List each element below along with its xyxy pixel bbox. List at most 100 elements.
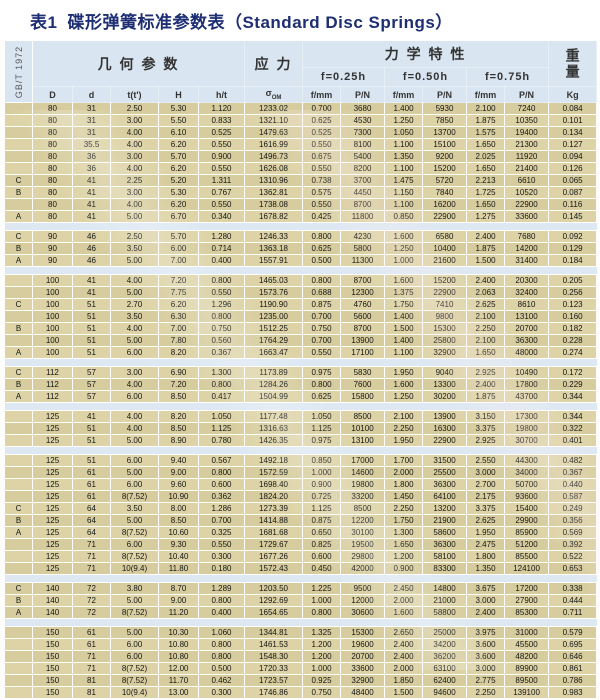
value-cell: 71: [72, 538, 111, 551]
value-cell: 2.550: [466, 454, 506, 467]
value-cell: 2.175: [466, 490, 506, 503]
standard-label: GB/T 1972: [13, 45, 24, 98]
value-cell: 5830: [340, 366, 386, 379]
table-row: C 90 46 2.50 5.70 1.280 1246.33 0.800 4230 1.600 6…: [4, 230, 598, 243]
value-cell: 9040: [422, 366, 468, 379]
value-cell: 7.20: [158, 378, 199, 391]
value-cell: 1173.89: [244, 366, 304, 379]
table-row: 80 36 3.00 5.70 0.900 1496.73 0.675 5400 1.350 92…: [4, 150, 598, 163]
header-stress: 应 力: [244, 40, 304, 87]
value-cell: 8.50: [158, 390, 199, 403]
value-cell: 33200: [340, 490, 386, 503]
value-cell: 12.00: [158, 662, 199, 675]
page-title: 碟形弹簧标准参数表: [67, 12, 225, 32]
value-cell: 36300: [504, 334, 550, 347]
series-cell: [4, 650, 33, 663]
value-cell: 64: [72, 526, 111, 539]
value-cell: 19400: [504, 126, 550, 139]
value-cell: 9.00: [158, 594, 199, 607]
value-cell: 9200: [422, 150, 468, 163]
value-cell: 1.500: [384, 322, 424, 335]
value-cell: 1557.91: [244, 254, 304, 267]
value-cell: 2.400: [466, 606, 506, 619]
value-cell: 3.375: [466, 422, 506, 435]
value-cell: 125: [32, 550, 73, 563]
value-cell: 100: [32, 298, 73, 311]
value-cell: 0.861: [548, 662, 598, 675]
value-cell: 0.425: [302, 210, 342, 223]
value-cell: 0.550: [197, 138, 246, 151]
value-cell: 48000: [504, 346, 550, 359]
value-cell: 2.50: [110, 230, 159, 243]
value-cell: 1177.48: [244, 410, 304, 423]
value-cell: 80: [32, 210, 73, 223]
value-cell: 1321.10: [244, 114, 304, 127]
value-cell: 1.280: [197, 230, 246, 243]
value-cell: 0.101: [548, 114, 598, 127]
value-cell: 100: [32, 286, 73, 299]
table-row: 125 71 8(7.52) 10.40 0.300 1677.26 0.600 29800 1…: [4, 550, 598, 563]
value-cell: 2.925: [466, 366, 506, 379]
value-cell: 1.050: [197, 410, 246, 423]
value-cell: 4.00: [110, 162, 159, 175]
value-cell: 0.126: [548, 162, 598, 175]
value-cell: 27900: [504, 594, 550, 607]
series-cell: [4, 490, 33, 503]
value-cell: 10100: [340, 422, 386, 435]
value-cell: 1.450: [384, 490, 424, 503]
page-title-en: （Standard Disc Springs）: [224, 12, 453, 32]
group-separator: [4, 358, 597, 367]
value-cell: 20700: [340, 650, 386, 663]
value-cell: 51: [72, 454, 111, 467]
value-cell: 51: [72, 422, 111, 435]
value-cell: 3.80: [110, 582, 159, 595]
value-cell: 0.087: [548, 186, 598, 199]
value-cell: 22900: [422, 286, 468, 299]
value-cell: 1.875: [466, 242, 506, 255]
table-row: A 125 64 8(7.52) 10.60 0.325 1681.68 0.650 30100…: [4, 526, 598, 539]
value-cell: 1573.76: [244, 286, 304, 299]
value-cell: 1.500: [384, 686, 424, 699]
value-cell: 36300: [422, 478, 468, 491]
table-row: 150 71 8(7.52) 12.00 0.500 1720.33 1.000 33600 2…: [4, 662, 598, 675]
value-cell: 0.575: [302, 186, 342, 199]
value-cell: 1273.39: [244, 502, 304, 515]
disc-spring-parameters-table: GB/T 1972 几 何 参 数 应 力 力 学 特 性 重量 f=0.25h…: [4, 40, 598, 699]
value-cell: 21000: [422, 594, 468, 607]
table-row: A 112 57 6.00 8.50 0.417 1504.99 0.625 15800 1.25…: [4, 390, 598, 403]
col-kg: Kg: [548, 86, 598, 103]
value-cell: 7.00: [158, 254, 199, 267]
value-cell: 89500: [504, 674, 550, 687]
value-cell: 63100: [422, 662, 468, 675]
value-cell: 80: [32, 174, 73, 187]
value-cell: 1.050: [302, 410, 342, 423]
value-cell: 1316.63: [244, 422, 304, 435]
value-cell: 0.338: [548, 582, 598, 595]
series-cell: [4, 410, 33, 423]
value-cell: 11800: [340, 210, 386, 223]
group-separator: [4, 222, 597, 231]
value-cell: 5400: [340, 150, 386, 163]
value-cell: 1.600: [384, 230, 424, 243]
value-cell: 2.400: [466, 230, 506, 243]
value-cell: 0.134: [548, 126, 598, 139]
value-cell: 3.000: [466, 662, 506, 675]
value-cell: 9800: [422, 310, 468, 323]
value-cell: 10.90: [158, 490, 199, 503]
value-cell: 8(7.52): [110, 550, 159, 563]
value-cell: 0.800: [197, 310, 246, 323]
value-cell: 125: [32, 562, 73, 575]
value-cell: 22900: [422, 434, 468, 447]
value-cell: 6.00: [110, 346, 159, 359]
series-cell: B: [4, 186, 33, 199]
header-mechanical: 力 学 特 性: [302, 40, 550, 68]
value-cell: 2.925: [466, 434, 506, 447]
value-cell: 0.625: [302, 242, 342, 255]
value-cell: 0.550: [302, 162, 342, 175]
value-cell: 1.125: [302, 422, 342, 435]
value-cell: 5.70: [158, 230, 199, 243]
value-cell: 8(7.52): [110, 490, 159, 503]
value-cell: 1.000: [302, 662, 342, 675]
series-cell: A: [4, 606, 33, 619]
value-cell: 90: [32, 254, 73, 267]
